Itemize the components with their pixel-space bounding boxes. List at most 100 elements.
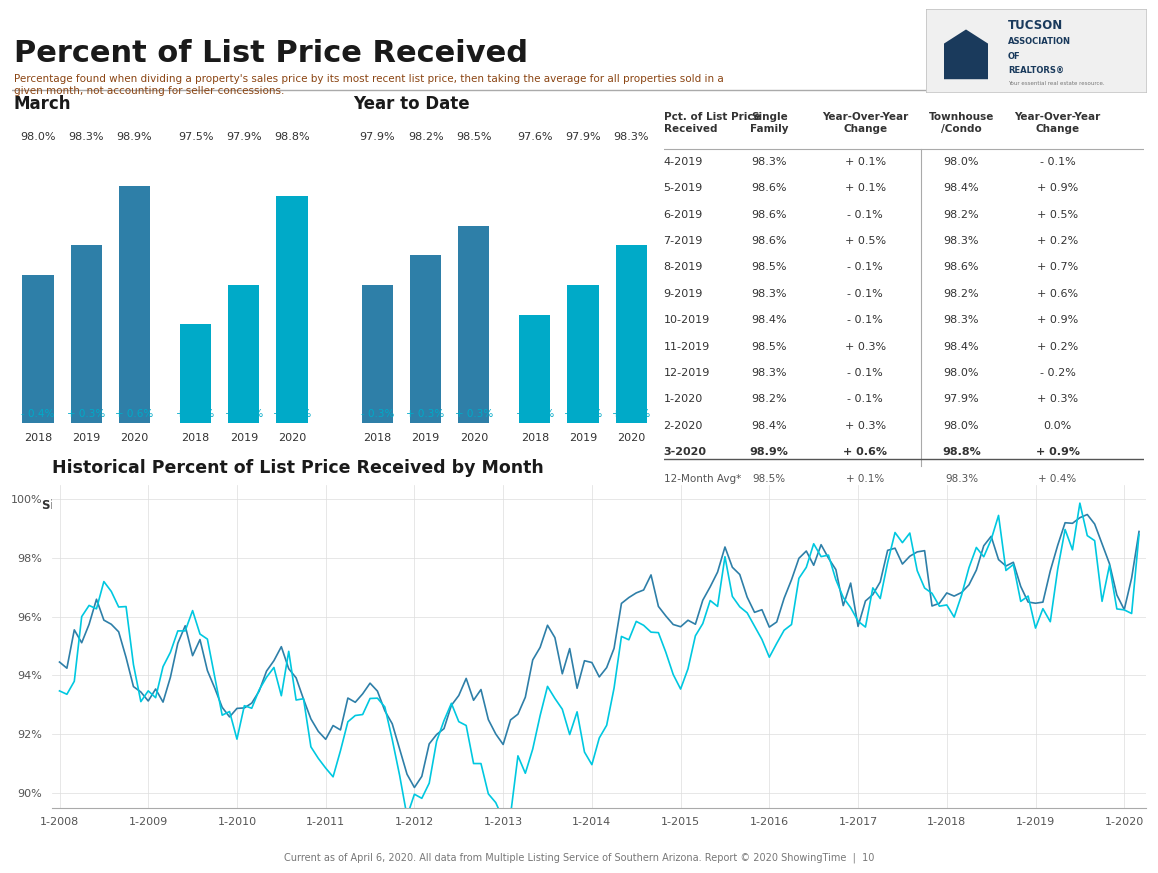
Text: Townhouse/Condo: Townhouse/Condo (1014, 535, 1108, 545)
Text: + 0.5%: + 0.5% (845, 236, 886, 246)
Text: + 0.5%: + 0.5% (1038, 210, 1078, 219)
Text: 98.3%: 98.3% (945, 474, 979, 484)
Text: + 0.6%: + 0.6% (515, 409, 554, 419)
Text: 98.5%: 98.5% (456, 132, 491, 141)
Text: + 0.1%: + 0.1% (846, 474, 885, 484)
Text: 98.4%: 98.4% (944, 341, 980, 352)
Bar (277, 196, 308, 873)
Text: 98.5%: 98.5% (753, 474, 786, 484)
Text: 98.9%: 98.9% (750, 447, 789, 457)
Text: 98.4%: 98.4% (944, 183, 980, 193)
Text: 98.2%: 98.2% (944, 210, 980, 219)
Text: 98.4%: 98.4% (752, 421, 787, 431)
Text: Pct. of List Price
Received: Pct. of List Price Received (664, 112, 761, 134)
Text: - 0.1%: - 0.1% (1040, 157, 1076, 167)
Text: Single
Family: Single Family (750, 112, 789, 134)
Bar (567, 285, 599, 873)
Text: 98.3%: 98.3% (752, 289, 787, 299)
Text: Year-Over-Year
Change: Year-Over-Year Change (822, 112, 909, 134)
Text: Percent of List Price Received: Percent of List Price Received (14, 39, 528, 68)
Bar (22, 275, 53, 873)
Bar (71, 245, 102, 873)
Text: + 0.9%: + 0.9% (273, 409, 312, 419)
Text: - 0.1%: - 0.1% (848, 210, 884, 219)
Bar (119, 186, 151, 873)
Text: Current as of April 6, 2020. All data from Multiple Listing Service of Southern : Current as of April 6, 2020. All data fr… (284, 852, 874, 863)
Text: + 0.3%: + 0.3% (845, 421, 886, 431)
Text: 98.8%: 98.8% (943, 447, 981, 457)
Polygon shape (944, 30, 988, 79)
Text: + 0.3%: + 0.3% (564, 409, 602, 419)
Text: + 0.1%: + 0.1% (845, 183, 886, 193)
Text: 2-2020: 2-2020 (664, 421, 703, 431)
Text: 0.0%: 0.0% (1043, 421, 1071, 431)
Text: + 0.1%: + 0.1% (845, 157, 886, 167)
Text: 1-2020: 1-2020 (664, 395, 703, 404)
Bar (410, 255, 441, 873)
Text: + 0.4%: + 0.4% (225, 409, 263, 419)
Text: 98.0%: 98.0% (944, 421, 980, 431)
Bar (228, 285, 259, 873)
Text: + 0.2%: + 0.2% (1036, 341, 1078, 352)
Text: + 0.3%: + 0.3% (67, 409, 105, 419)
Text: Year-Over-Year
Change: Year-Over-Year Change (1014, 112, 1101, 134)
Text: - 0.4%: - 0.4% (21, 409, 54, 419)
Text: 98.6%: 98.6% (752, 210, 787, 219)
Text: - 0.1%: - 0.1% (848, 368, 884, 378)
Text: OF: OF (1007, 52, 1020, 60)
Text: + 0.9%: + 0.9% (1036, 315, 1078, 326)
Text: 98.2%: 98.2% (944, 289, 980, 299)
Text: 98.2%: 98.2% (408, 132, 444, 141)
Text: March: March (14, 95, 72, 113)
Text: + 0.7%: + 0.7% (1036, 263, 1078, 272)
Text: Single Family: Single Family (860, 535, 930, 545)
Text: 5-2019: 5-2019 (664, 183, 703, 193)
Bar (616, 245, 647, 873)
Text: 98.2%: 98.2% (752, 395, 787, 404)
Text: Percentage found when dividing a property's sales price by its most recent list : Percentage found when dividing a propert… (14, 74, 724, 96)
Text: - 0.1%: - 0.1% (848, 263, 884, 272)
Text: 98.6%: 98.6% (944, 263, 980, 272)
Text: 98.3%: 98.3% (944, 315, 980, 326)
Text: 97.9%: 97.9% (944, 395, 980, 404)
Text: 98.5%: 98.5% (752, 263, 787, 272)
Text: - 0.1%: - 0.1% (848, 315, 884, 326)
Text: + 0.2%: + 0.2% (1036, 236, 1078, 246)
Text: TUCSON: TUCSON (1007, 19, 1063, 31)
Text: - 0.1%: - 0.1% (848, 395, 884, 404)
Text: 98.4%: 98.4% (752, 315, 787, 326)
Bar (519, 314, 550, 873)
Text: 98.0%: 98.0% (21, 132, 56, 141)
Text: 98.0%: 98.0% (944, 368, 980, 378)
Text: 98.0%: 98.0% (944, 157, 980, 167)
Text: + 0.4%: + 0.4% (613, 409, 651, 419)
Bar (459, 225, 490, 873)
Text: 10-2019: 10-2019 (664, 315, 710, 326)
Text: 98.5%: 98.5% (752, 341, 787, 352)
Text: 9-2019: 9-2019 (664, 289, 703, 299)
Text: 12-Month Avg*: 12-Month Avg* (664, 474, 741, 484)
Text: + 0.6%: + 0.6% (843, 447, 887, 457)
Text: 98.3%: 98.3% (68, 132, 104, 141)
Text: - 0.1%: - 0.1% (848, 289, 884, 299)
Text: - 0.3%: - 0.3% (360, 409, 394, 419)
Text: 7-2019: 7-2019 (664, 236, 703, 246)
Bar (179, 325, 211, 873)
Text: Year to Date: Year to Date (353, 95, 470, 113)
Text: + 0.3%: + 0.3% (455, 409, 493, 419)
Text: + 0.3%: + 0.3% (1038, 395, 1078, 404)
Text: Townhouse
/Condo: Townhouse /Condo (929, 112, 995, 134)
Text: 8-2019: 8-2019 (664, 263, 703, 272)
Text: Your essential real estate resource.: Your essential real estate resource. (1007, 81, 1105, 86)
Text: + 0.3%: + 0.3% (406, 409, 445, 419)
Text: 98.3%: 98.3% (752, 368, 787, 378)
Text: 98.3%: 98.3% (752, 157, 787, 167)
Text: REALTORS®: REALTORS® (1007, 65, 1064, 74)
Text: 11-2019: 11-2019 (664, 341, 710, 352)
Text: 97.9%: 97.9% (226, 132, 262, 141)
Text: + 0.4%: + 0.4% (1039, 474, 1077, 484)
Text: 3-2020: 3-2020 (664, 447, 706, 457)
Text: + 0.3%: + 0.3% (845, 341, 886, 352)
Text: 98.6%: 98.6% (752, 236, 787, 246)
Text: 98.9%: 98.9% (117, 132, 153, 141)
